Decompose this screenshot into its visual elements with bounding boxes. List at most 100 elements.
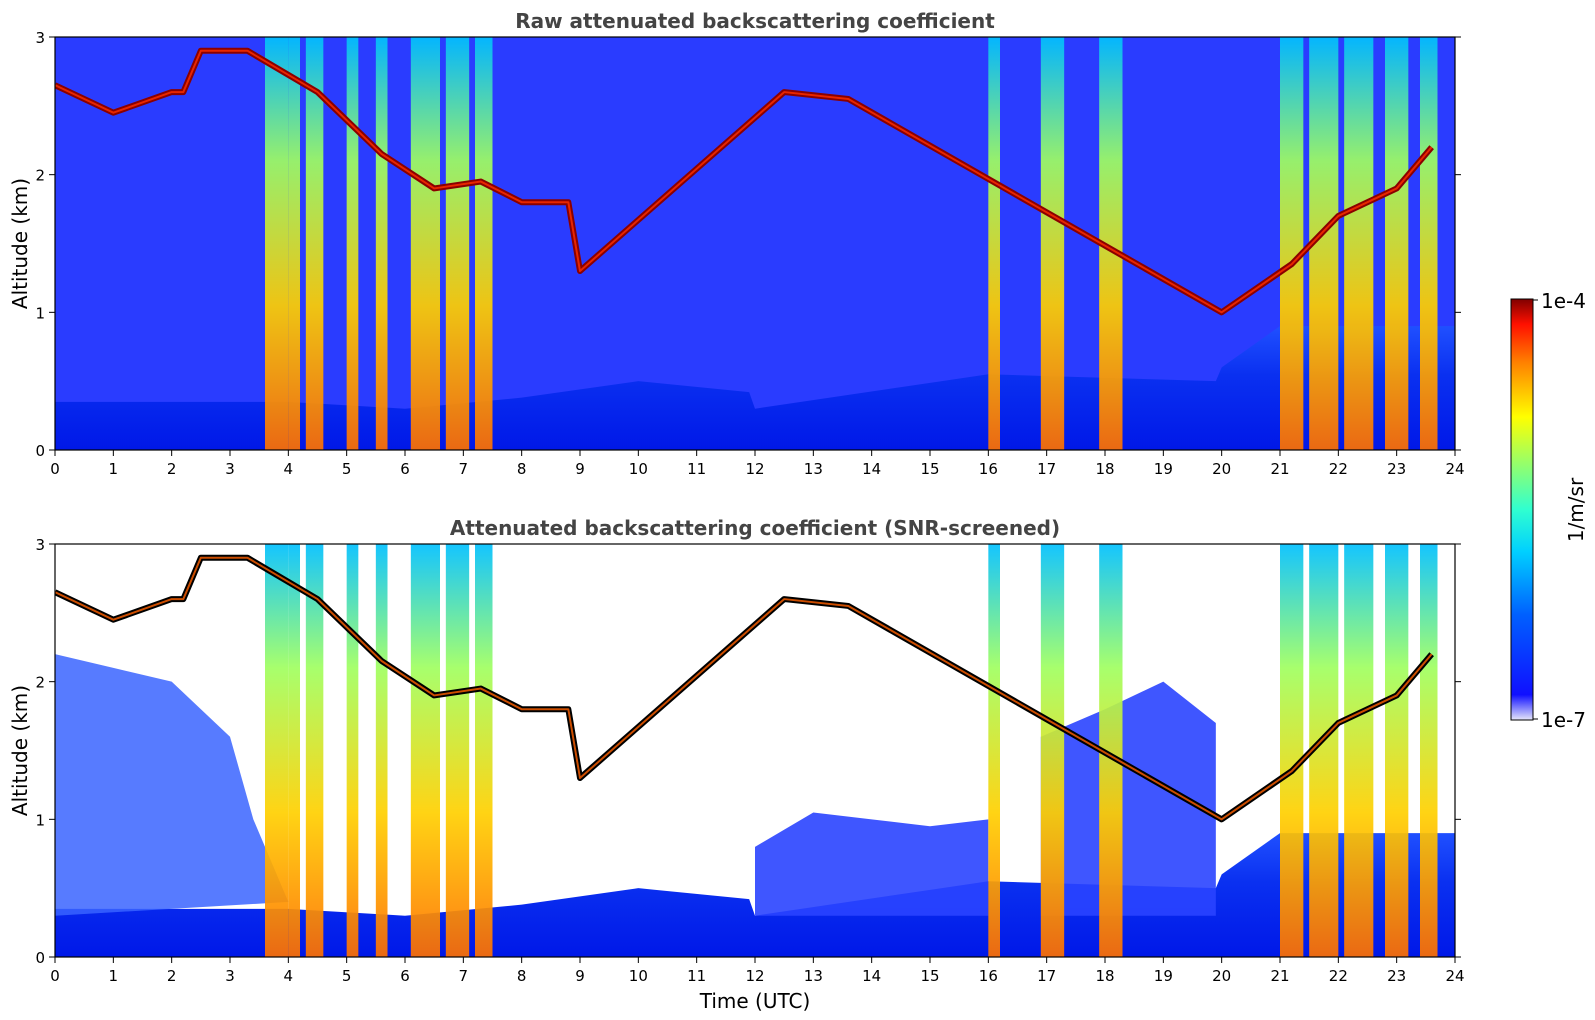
- panel-screened-x-axis: 0 1 2 3 4 5 6 7 8 9 10 11 12 13 14 15 16 17 18 19 20 21 22 23 24: [50, 957, 1465, 985]
- x-tick-label: 24: [1445, 967, 1464, 985]
- screened-residual-layer: [55, 654, 289, 916]
- x-tick-label: 0: [50, 460, 60, 478]
- precipitation-shaft: [988, 544, 1000, 957]
- precipitation-shaft: [288, 37, 300, 450]
- precipitation-shaft: [475, 37, 493, 450]
- x-tick-label: 8: [517, 967, 527, 985]
- x-tick-label: 2: [167, 460, 177, 478]
- panel-raw-x-axis: 0 1 2 3 4 5 6 7 8 9 10 11 12 13 14 15 16 17 18 19 20 21 22 23 24: [50, 450, 1465, 478]
- precipitation-shaft: [1099, 37, 1123, 450]
- x-tick-label: 14: [862, 460, 881, 478]
- y-tick-label: 3: [35, 536, 45, 554]
- x-tick-label: 6: [400, 967, 410, 985]
- colorbar-min-label: 1e-7: [1541, 708, 1586, 732]
- precipitation-shaft: [1385, 37, 1409, 450]
- precipitation-shaft: [305, 544, 324, 957]
- y-tick-label: 1: [35, 811, 45, 829]
- precipitation-shaft: [988, 37, 1000, 450]
- cloud-layer-edge: [55, 556, 1433, 821]
- panel-screened-title: Attenuated backscattering coefficient (S…: [450, 516, 1060, 540]
- panel-screened-y-axis: 0 1 2 3: [35, 536, 1461, 967]
- x-tick-label: 12: [745, 967, 764, 985]
- y-tick-label: 0: [35, 442, 45, 460]
- y-tick-label: 1: [35, 304, 45, 322]
- precipitation-shaft: [475, 544, 493, 957]
- y-tick-label: 2: [35, 674, 45, 692]
- x-tick-label: 23: [1387, 460, 1406, 478]
- x-tick-label: 5: [342, 967, 352, 985]
- x-tick-label: 14: [862, 967, 881, 985]
- panel-raw-y-axis-label: Altitude (km): [8, 178, 32, 309]
- x-tick-label: 22: [1329, 460, 1348, 478]
- x-tick-label: 17: [1037, 967, 1056, 985]
- precipitation-shaft: [1420, 544, 1438, 957]
- x-tick-label: 21: [1270, 967, 1289, 985]
- x-tick-label: 3: [225, 967, 235, 985]
- x-tick-label: 5: [342, 460, 352, 478]
- precipitation-shaft: [375, 37, 388, 450]
- panel-raw-y-axis: 0 1 2 3: [35, 29, 1461, 460]
- x-tick-label: 13: [804, 460, 823, 478]
- panel-screened-y-axis-label: Altitude (km): [8, 685, 32, 816]
- panel-screened-x-axis-label: Time (UTC): [699, 989, 811, 1013]
- x-tick-label: 20: [1212, 460, 1231, 478]
- x-tick-label: 4: [284, 967, 294, 985]
- screened-residual-layer: [755, 812, 989, 916]
- y-tick-label: 3: [35, 29, 45, 47]
- panel-screened: Attenuated backscattering coefficient (S…: [8, 516, 1465, 1013]
- panel-raw: Raw attenuated backscattering coefficien…: [8, 9, 1465, 478]
- x-tick-label: 12: [745, 460, 764, 478]
- cloud-layer-edge: [55, 49, 1433, 314]
- x-tick-label: 9: [575, 460, 585, 478]
- x-tick-label: 9: [575, 967, 585, 985]
- x-tick-label: 3: [225, 460, 235, 478]
- x-tick-label: 18: [1095, 460, 1114, 478]
- y-tick-label: 2: [35, 167, 45, 185]
- x-tick-label: 0: [50, 967, 60, 985]
- precipitation-shaft: [1344, 544, 1374, 957]
- panel-screened-plot-area: [55, 544, 1455, 957]
- precipitation-shaft: [375, 544, 388, 957]
- x-tick-label: 13: [804, 967, 823, 985]
- colorbar-unit-label: 1/m/sr: [1564, 477, 1588, 542]
- x-tick-label: 20: [1212, 967, 1231, 985]
- precipitation-shaft: [410, 544, 440, 957]
- x-tick-label: 6: [400, 460, 410, 478]
- x-tick-label: 10: [629, 967, 648, 985]
- panel-screened-data-layers: [55, 544, 1455, 957]
- precipitation-shaft: [1385, 544, 1409, 957]
- y-tick-label: 0: [35, 949, 45, 967]
- precipitation-shaft: [1420, 37, 1438, 450]
- x-tick-label: 11: [687, 967, 706, 985]
- precipitation-shaft: [265, 37, 289, 450]
- colorbar-gradient: [1510, 298, 1534, 721]
- colorbar-max-label: 1e-4: [1541, 289, 1586, 313]
- precipitation-shaft: [1344, 37, 1374, 450]
- x-tick-label: 18: [1095, 967, 1114, 985]
- panel-raw-plot-area: [55, 37, 1455, 450]
- x-tick-label: 22: [1329, 967, 1348, 985]
- x-tick-label: 17: [1037, 460, 1056, 478]
- x-tick-label: 7: [459, 460, 469, 478]
- precipitation-shaft: [1040, 37, 1065, 450]
- panel-raw-data-layers: [55, 37, 1455, 450]
- precipitation-shaft: [288, 544, 300, 957]
- x-tick-label: 15: [920, 967, 939, 985]
- precipitation-shaft: [1040, 544, 1065, 957]
- x-tick-label: 23: [1387, 967, 1406, 985]
- x-tick-label: 1: [109, 967, 119, 985]
- x-tick-label: 7: [459, 967, 469, 985]
- x-tick-label: 19: [1154, 460, 1173, 478]
- x-tick-label: 16: [979, 967, 998, 985]
- x-tick-label: 11: [687, 460, 706, 478]
- x-tick-label: 1: [109, 460, 119, 478]
- precipitation-shaft: [1280, 544, 1304, 957]
- x-tick-label: 24: [1445, 460, 1464, 478]
- precipitation-shaft: [265, 544, 289, 957]
- precipitation-shaft: [445, 544, 470, 957]
- x-tick-label: 16: [979, 460, 998, 478]
- precipitation-shaft: [305, 37, 324, 450]
- x-tick-label: 2: [167, 967, 177, 985]
- panel-raw-title: Raw attenuated backscattering coefficien…: [515, 9, 995, 33]
- precipitation-shaft: [1099, 544, 1123, 957]
